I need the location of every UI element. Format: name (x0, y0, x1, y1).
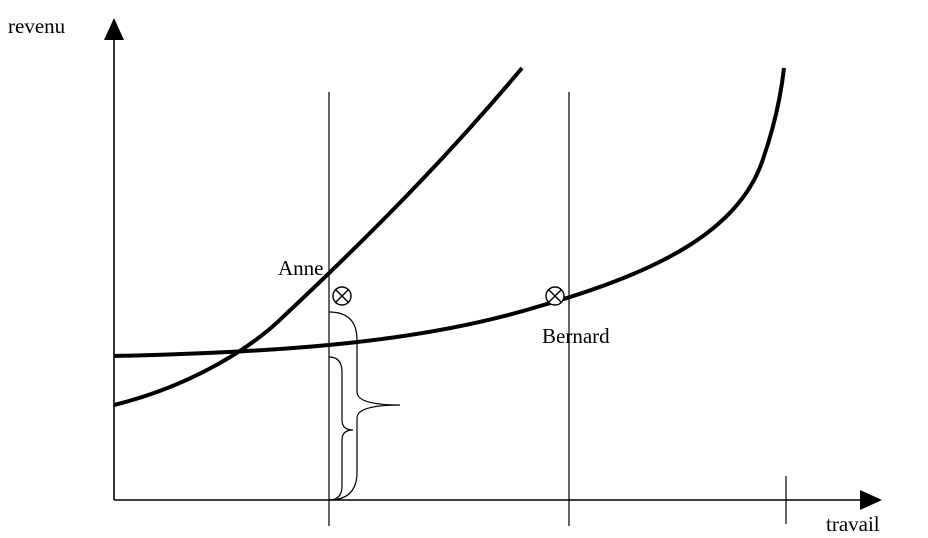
bernard-label: Bernard (542, 324, 610, 348)
y-axis-arrowhead (104, 18, 124, 40)
bernard-point-marker (545, 286, 565, 306)
y-axis-label: revenu (8, 14, 66, 38)
small-brace (328, 356, 354, 501)
bernard-curve (113, 67, 786, 358)
anne-curve (113, 66, 524, 407)
anne-point-marker (332, 286, 352, 306)
x-axis-arrowhead (860, 490, 882, 510)
anne-label: Anne (278, 256, 324, 280)
x-axis-label: travail (826, 512, 880, 536)
large-brace (328, 311, 401, 501)
